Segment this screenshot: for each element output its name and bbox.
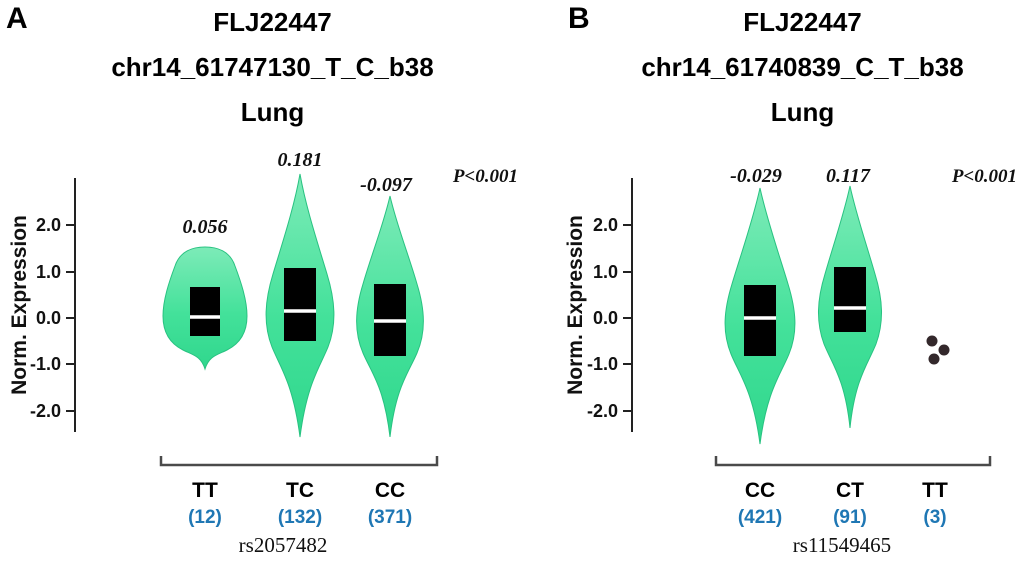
sample-count-label: (91) [833,507,867,528]
box-plot [744,285,776,356]
y-tick-label: 1.0 [593,262,618,282]
sample-count-label: (3) [923,507,946,528]
plot-title: FLJ22447 chr14_61747130_T_C_b38 Lung [40,0,505,135]
y-tick-label: -1.0 [30,354,61,374]
x-axis-bracket [159,456,439,467]
panel-b: B FLJ22447 chr14_61740839_C_T_b38 Lung N… [520,0,1020,568]
effect-size-label: -0.029 [730,165,782,187]
outlier-dot [938,344,950,356]
title-variant: chr14_61747130_T_C_b38 [111,52,434,82]
panel-letter: B [568,2,590,35]
genotype-label: CC [375,479,405,502]
effect-size-label: 0.117 [826,165,871,187]
p-value-label: P<0.001 [452,166,518,187]
y-tick-label: 0.0 [36,308,61,328]
sample-count-label: (371) [368,507,412,528]
violin-plot-b: Norm. Expression 2.0 1.0 0.0 -1.0 -2.0 [564,165,1017,557]
y-axis-label: Norm. Expression [8,215,31,395]
y-tick-label: 1.0 [36,262,61,282]
title-gene: FLJ22447 [213,7,332,37]
effect-size-label: -0.097 [360,174,413,196]
x-axis-bracket [714,456,992,467]
panel-a: A FLJ22447 chr14_61747130_T_C_b38 Lung N… [6,0,518,557]
box-plot [190,287,220,336]
title-tissue: Lung [240,97,305,127]
genotype-label: CC [745,479,775,502]
y-tick-label: 2.0 [36,215,61,235]
y-tick-label: -1.0 [587,354,618,374]
sample-count-label: (12) [188,507,222,528]
genotype-label: TT [192,479,218,502]
title-tissue: Lung [770,97,835,127]
box-plot [284,268,316,341]
sample-count-label: (421) [738,507,782,528]
plot-title: FLJ22447 chr14_61740839_C_T_b38 Lung [585,0,1020,135]
box-plot [834,267,866,332]
y-tick-label: -2.0 [587,401,618,421]
panel-letter: A [6,2,28,35]
outlier-dot [926,335,938,347]
effect-size-label: 0.181 [278,149,323,171]
genotype-label: CT [836,479,864,502]
y-axis-label: Norm. Expression [564,215,587,395]
genotype-label: TT [922,479,948,502]
y-tick-label: -2.0 [30,401,61,421]
snp-id-label: rs11549465 [793,533,891,557]
y-tick-label: 2.0 [593,215,618,235]
p-value-label: P<0.001 [951,166,1017,187]
violin-plot-a: Norm. Expression 2.0 1.0 0.0 -1.0 -2.0 [8,149,518,557]
outlier-dot [928,353,940,365]
y-tick-label: 0.0 [593,308,618,328]
genotype-label: TC [286,479,314,502]
title-variant: chr14_61740839_C_T_b38 [641,52,964,82]
sample-count-label: (132) [278,507,322,528]
title-gene: FLJ22447 [743,7,862,37]
snp-id-label: rs2057482 [239,533,328,557]
effect-size-label: 0.056 [183,216,228,238]
